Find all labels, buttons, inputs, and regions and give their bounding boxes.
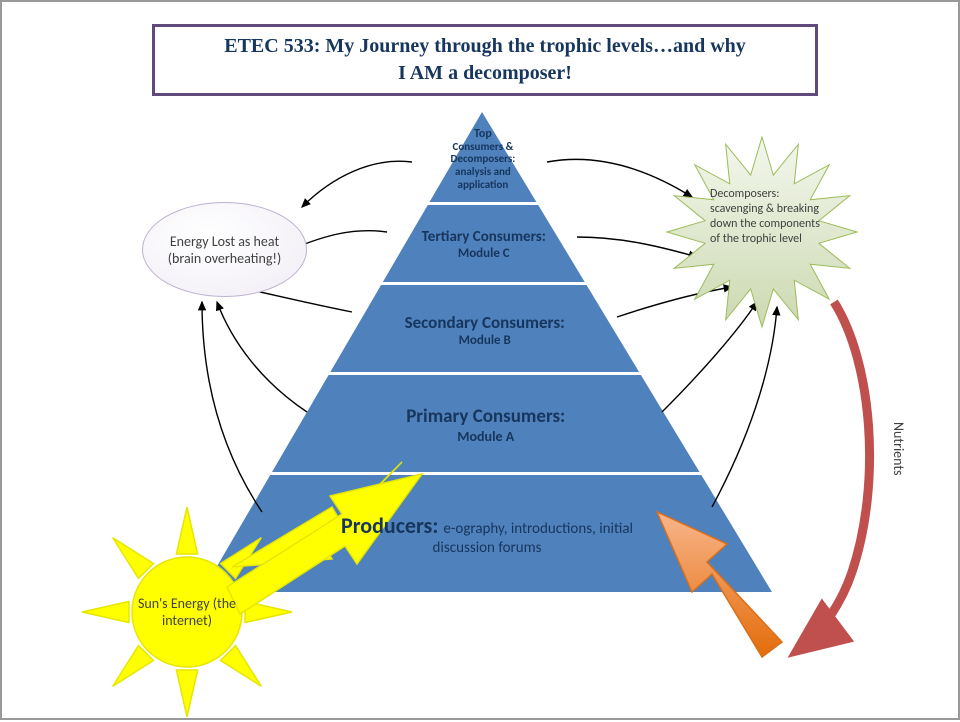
arrow-top-to-heat — [302, 161, 412, 207]
pyramid-label-producers: Producers: e-ography, introductions, ini… — [202, 479, 772, 590]
decomposers-text: Decomposers: scavenging & breaking down … — [710, 187, 830, 247]
nutrients-text: Nutrients — [890, 422, 907, 476]
decomposers-body: scavenging & breaking down the component… — [710, 202, 830, 247]
title-line1: ETEC 533: My Journey through the trophic… — [175, 35, 795, 58]
nutrients-label: Nutrients — [890, 422, 907, 476]
arrow-top-to-decomp — [547, 159, 692, 197]
pyramid-label-primary: Primary Consumers:Module A — [272, 379, 700, 470]
pyramid-label-tertiary: Tertiary Consumers:Module C — [383, 209, 585, 280]
energy-lost-ellipse: Energy Lost as heat (brain overheating!) — [142, 202, 307, 297]
nutrients-path — [802, 302, 870, 647]
arrow-tertiary-to-decomp — [577, 237, 697, 257]
arrow-tertiary-to-heat — [297, 231, 387, 247]
title-box: ETEC 533: My Journey through the trophic… — [152, 24, 818, 96]
title-line2: I AM a decomposer! — [175, 62, 795, 85]
energy-lost-text: Energy Lost as heat (brain overheating!) — [153, 233, 296, 267]
pyramid-label-secondary: Secondary Consumers:Module B — [330, 289, 639, 370]
pyramid-label-top: TopConsumers &Decomposers:analysis andap… — [430, 114, 537, 204]
sun-text: Sun's Energy (the internet) — [132, 595, 242, 629]
decomposers-title: Decomposers: — [710, 187, 830, 202]
arrow-producers-to-decomp — [712, 307, 777, 507]
